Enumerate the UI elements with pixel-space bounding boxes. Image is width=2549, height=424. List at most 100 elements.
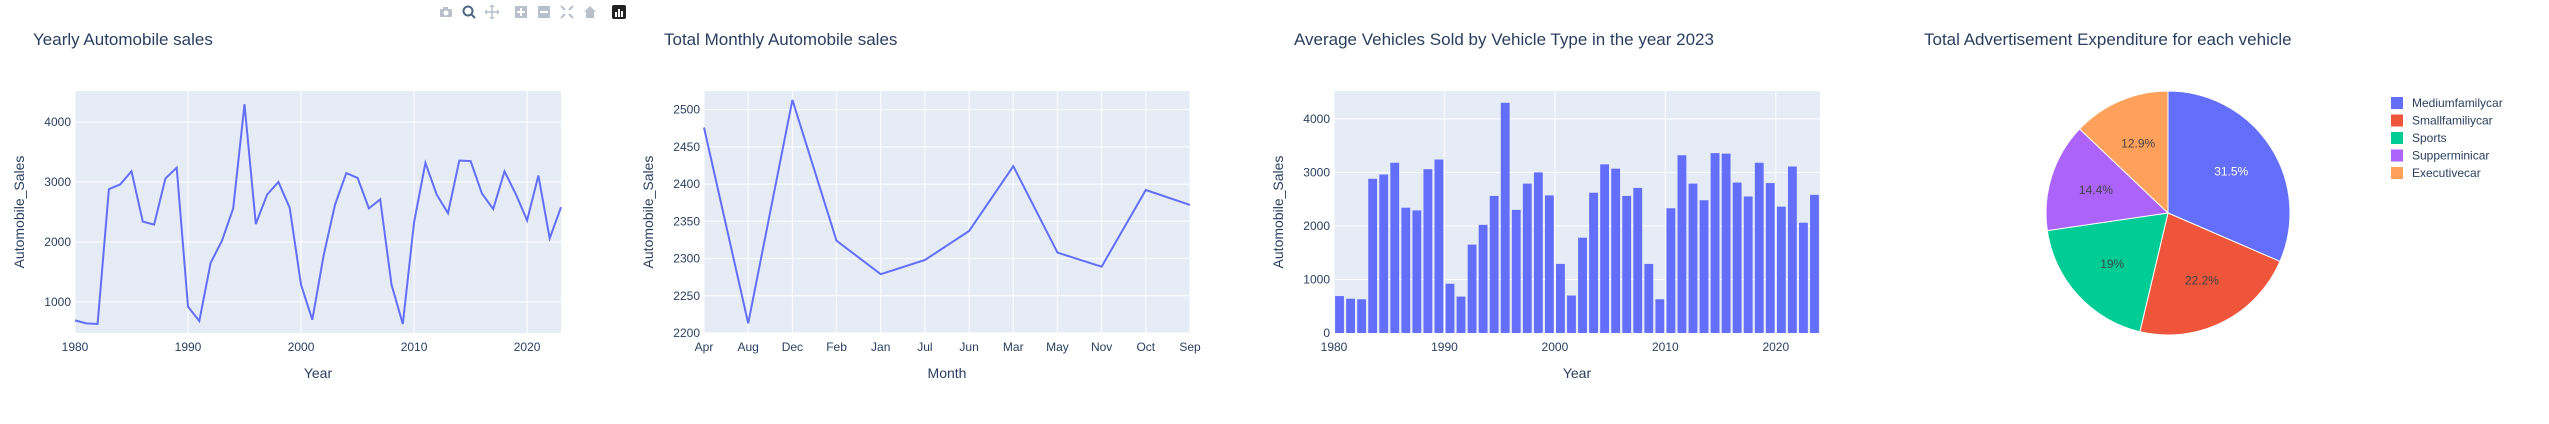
bar	[1456, 296, 1466, 333]
bar	[1335, 296, 1344, 333]
bar	[1522, 183, 1532, 333]
pie-slice	[2046, 212, 2169, 333]
pie-slice	[2139, 212, 2281, 336]
bar	[1556, 263, 1565, 333]
slice-label: 22.2%	[2185, 274, 2219, 288]
x-tick-label: Jan	[871, 340, 890, 354]
x-tick-label: 2000	[288, 340, 315, 354]
x-tick-label: 1990	[175, 340, 202, 354]
bar	[1644, 263, 1654, 333]
bar	[1699, 200, 1709, 333]
bar	[1567, 295, 1576, 333]
legend-item: Supperminicar	[2412, 149, 2489, 163]
x-tick-label: Dec	[782, 340, 803, 354]
bar	[1688, 183, 1698, 333]
modebar	[438, 4, 627, 20]
x-tick-label: Mar	[1003, 340, 1024, 354]
y-tick-label: 2300	[673, 252, 700, 266]
x-tick-label: May	[1046, 340, 1069, 354]
bar	[1776, 206, 1786, 333]
x-tick-label: Feb	[826, 340, 847, 354]
bar	[1379, 174, 1389, 333]
bar	[1589, 192, 1598, 333]
bar	[1401, 207, 1411, 333]
bar	[1478, 224, 1488, 333]
chart-4: Total Advertisement Expenditure for each…	[1924, 30, 2503, 336]
y-axis-label: Automobile_Sales	[11, 156, 27, 269]
bar	[1732, 182, 1742, 333]
y-tick-label: 2200	[673, 326, 700, 340]
y-tick-label: 0	[1323, 326, 1330, 340]
bar	[1467, 244, 1477, 333]
x-tick-label: 2010	[1652, 340, 1679, 354]
y-tick-label: 2450	[673, 140, 700, 154]
slice-label: 31.5%	[2214, 164, 2248, 178]
bar	[1721, 153, 1731, 333]
bar	[1412, 210, 1422, 333]
plot-area	[704, 91, 1190, 333]
bar	[1710, 153, 1720, 333]
x-tick-label: Nov	[1091, 340, 1112, 354]
bar	[1787, 166, 1797, 333]
x-tick-label: 1990	[1431, 340, 1458, 354]
bar	[1489, 195, 1499, 333]
slice-label: 14.4%	[2079, 183, 2113, 197]
pie-slice	[2078, 90, 2169, 215]
series-line	[74, 104, 562, 326]
bar	[1511, 209, 1521, 333]
legend-swatch	[2391, 97, 2403, 109]
bar	[1533, 172, 1543, 333]
bar	[1357, 299, 1367, 333]
home-icon[interactable]	[582, 4, 598, 20]
bar	[1544, 195, 1554, 333]
y-tick-label: 3000	[1303, 165, 1330, 179]
legend-item: Smallfamiliycar	[2412, 114, 2493, 128]
x-tick-label: 2000	[1542, 340, 1569, 354]
legend-swatch	[2391, 167, 2403, 179]
x-axis-label: Year	[304, 365, 333, 381]
bar	[1810, 194, 1819, 333]
x-tick-label: 1980	[62, 340, 89, 354]
bar	[1611, 168, 1621, 333]
bar	[1633, 187, 1643, 333]
legend-swatch	[2391, 149, 2403, 162]
chart-2: Total Monthly Automobile sales 2200 2250 23…	[640, 30, 1201, 381]
zoom-out-icon[interactable]	[536, 4, 552, 20]
bar	[1622, 195, 1632, 333]
zoom-in-icon[interactable]	[513, 4, 529, 20]
y-tick-label: 2400	[673, 177, 700, 191]
y-tick-label: 1000	[44, 295, 71, 309]
plotly-logo-icon[interactable]	[611, 4, 627, 20]
x-tick-label: Jul	[917, 340, 932, 354]
bar	[1390, 162, 1400, 333]
autoscale-icon[interactable]	[559, 4, 575, 20]
camera-icon[interactable]	[438, 4, 454, 20]
x-tick-label: Oct	[1136, 340, 1155, 354]
chart-3: Average Vehicles Sold by Vehicle Type in…	[1270, 30, 1820, 381]
legend-swatch	[2391, 114, 2403, 127]
bar	[1765, 183, 1775, 333]
legend-swatch	[2391, 132, 2403, 144]
legend-item: Mediumfamilycar	[2412, 96, 2503, 110]
bar	[1743, 196, 1753, 333]
bar	[1677, 155, 1687, 333]
bar	[1655, 299, 1665, 333]
x-axis-label: Year	[1563, 365, 1592, 381]
bar	[1434, 159, 1444, 333]
x-tick-label: Aug	[738, 340, 759, 354]
bar	[1445, 283, 1455, 333]
y-tick-label: 2000	[1303, 219, 1330, 233]
zoom-icon[interactable]	[461, 4, 477, 20]
chart-title: Total Advertisement Expenditure for each…	[1924, 30, 2292, 49]
y-tick-label: 1000	[1303, 272, 1330, 286]
bar	[1666, 208, 1676, 333]
pan-icon[interactable]	[484, 4, 500, 20]
legend-item: Sports	[2412, 131, 2447, 145]
bar	[1423, 169, 1433, 333]
chart-title: Total Monthly Automobile sales	[664, 30, 897, 49]
slice-label: 12.9%	[2121, 136, 2155, 150]
chart-1: Yearly Automobile sales 1000 2000 3000 4000 1…	[11, 30, 562, 381]
plot-area	[75, 91, 561, 333]
x-tick-label: Jun	[959, 340, 978, 354]
